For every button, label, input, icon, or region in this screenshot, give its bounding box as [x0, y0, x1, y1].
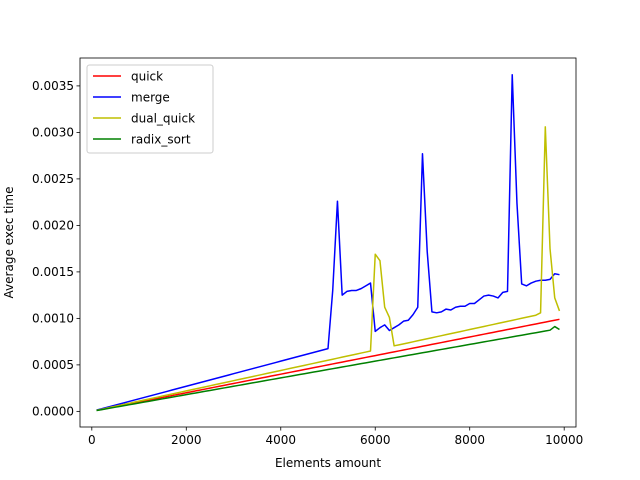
- x-tick-label: 10000: [545, 433, 583, 447]
- legend-label-radix-sort: radix_sort: [131, 132, 191, 146]
- legend-label-dual-quick: dual_quick: [131, 111, 195, 125]
- plot-frame: [79, 57, 577, 428]
- y-tick-label: 0.0025: [32, 172, 74, 186]
- legend-box: [86, 64, 214, 154]
- legend-label-merge: merge: [131, 90, 170, 104]
- y-tick-label: 0.0030: [32, 126, 74, 140]
- x-tick-label: 0: [88, 433, 96, 447]
- y-tick-label: 0.0015: [32, 265, 74, 279]
- x-axis-ticks: 0 2000 4000 6000 8000 10000: [88, 427, 583, 447]
- y-tick-label: 0.0020: [32, 219, 74, 233]
- x-tick-label: 4000: [265, 433, 296, 447]
- y-axis-label: Average exec time: [2, 187, 16, 299]
- x-tick-label: 6000: [360, 433, 391, 447]
- legend: quick merge dual_quick radix_sort: [86, 64, 214, 154]
- x-tick-label: 2000: [171, 433, 202, 447]
- x-axis-label: Elements amount: [275, 456, 381, 470]
- y-tick-label: 0.0000: [32, 405, 74, 419]
- series-layer: [96, 73, 561, 412]
- y-tick-label: 0.0035: [32, 79, 74, 93]
- y-tick-label: 0.0005: [32, 358, 74, 372]
- y-axis-ticks: 0.0000 0.0005 0.0010 0.0015 0.0020 0.0025 0.00…: [32, 79, 80, 419]
- x-tick-label: 8000: [454, 433, 485, 447]
- series-line-radix-sort: [96, 325, 560, 412]
- y-tick-label: 0.0010: [32, 312, 74, 326]
- series-line-dual-quick: [96, 126, 561, 412]
- series-line-quick: [96, 318, 560, 412]
- legend-label-quick: quick: [131, 69, 163, 83]
- series-line-merge: [96, 73, 560, 411]
